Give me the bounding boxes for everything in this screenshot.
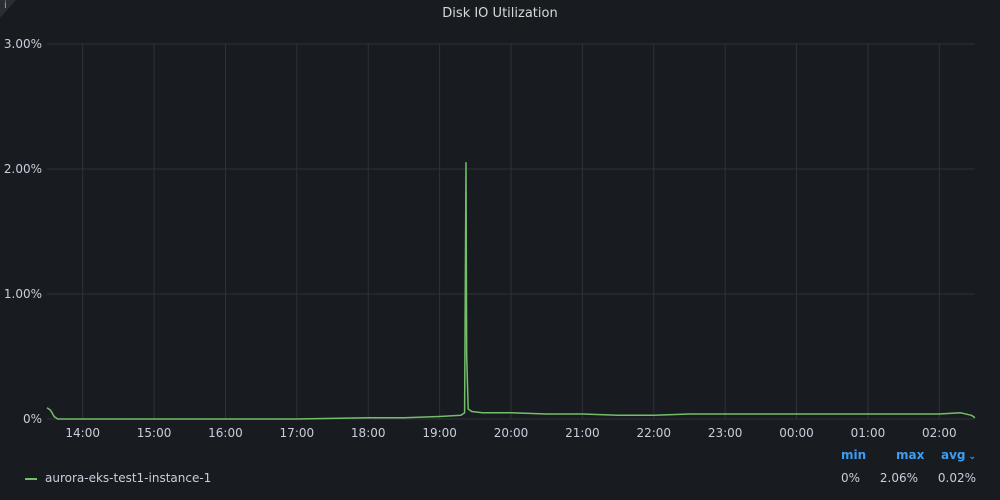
chart-area: 0% 1.00% 2.00% 3.00% 14:00 15:00 16:00 17:00 18:… [4, 37, 976, 440]
legend-header-avg-label: avg [941, 448, 966, 462]
x-tick-label: 01:00 [851, 426, 886, 440]
legend-header-max[interactable]: max [896, 448, 925, 462]
y-tick-label: 0% [23, 412, 42, 426]
y-tick-label: 2.00% [4, 162, 42, 176]
legend-value-min: 0% [840, 471, 860, 485]
x-tick-label: 20:00 [494, 426, 529, 440]
legend-series-name: aurora-eks-test1-instance-1 [45, 471, 212, 485]
legend-series-item[interactable]: aurora-eks-test1-instance-1 [25, 471, 211, 485]
x-tick-label: 21:00 [565, 426, 600, 440]
x-tick-label: 16:00 [208, 426, 243, 440]
x-tick-label: 19:00 [422, 426, 457, 440]
x-tick-label: 14:00 [65, 426, 100, 440]
x-tick-label: 17:00 [280, 426, 315, 440]
series-line [46, 162, 976, 420]
legend-header-avg[interactable]: avg ⌄ [941, 448, 976, 462]
x-tick-label: 00:00 [779, 426, 814, 440]
x-tick-label: 15:00 [137, 426, 172, 440]
legend-header-min[interactable]: min [841, 448, 867, 462]
x-tick-label: 22:00 [636, 426, 671, 440]
legend-value-max: 2.06% [879, 471, 918, 485]
y-tick-label: 3.00% [4, 37, 42, 51]
series-color-swatch [25, 477, 37, 480]
chevron-down-icon: ⌄ [968, 452, 977, 462]
y-tick-label: 1.00% [4, 287, 42, 301]
x-tick-label: 23:00 [708, 426, 743, 440]
legend-value-avg: 0.02% [937, 471, 976, 485]
x-tick-label: 02:00 [922, 426, 957, 440]
x-tick-label: 18:00 [351, 426, 386, 440]
panel-title[interactable]: Disk IO Utilization [442, 6, 558, 21]
